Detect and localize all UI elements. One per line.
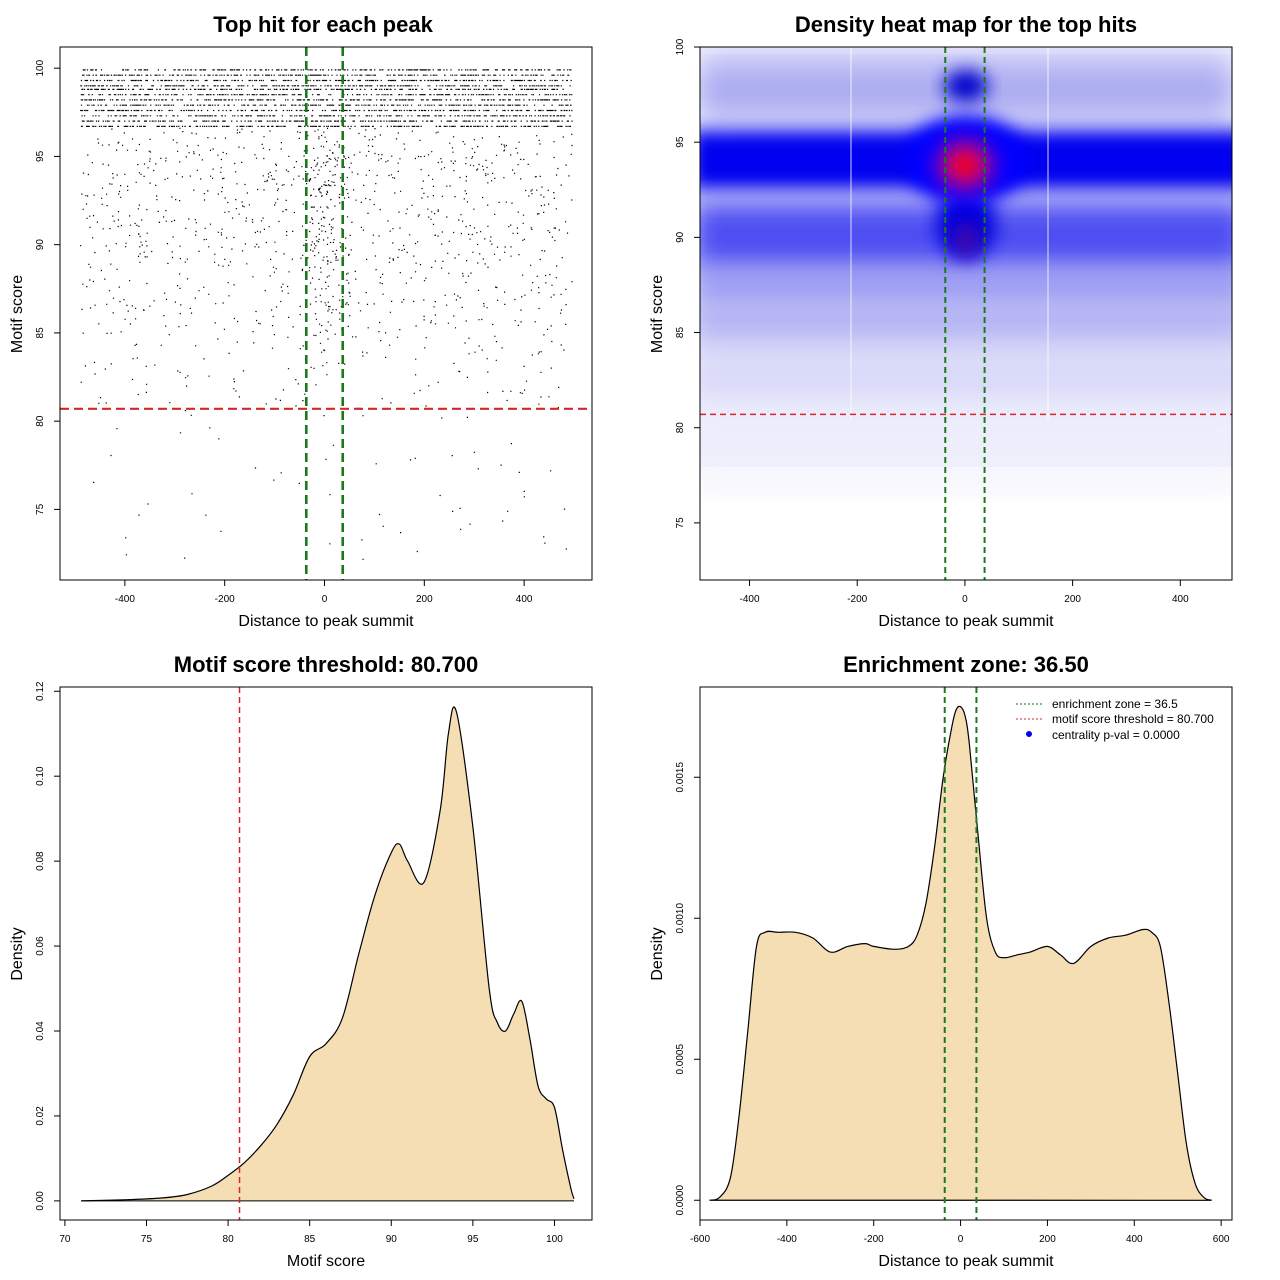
score-x-tick-label: 100: [546, 1234, 563, 1245]
heatmap-frame: [699, 46, 1233, 581]
distance-x-tick-label: 400: [1126, 1234, 1143, 1245]
distance-x-tick-label: 0: [958, 1234, 964, 1245]
score-density-plot: 70 75 80 85 90 95 100 0.00 0.02 0.04 0.06 0.08 0.10 0…: [35, 681, 593, 1245]
distance-frame: [699, 686, 1233, 1221]
panel-scatter: Top hit for each peak -400 -200 0 200 400 75 8…: [9, 12, 593, 630]
score-x-tick-label: 95: [467, 1234, 479, 1245]
legend-threshold-text: motif score threshold = 80.700: [1052, 712, 1214, 726]
heatmap-x-tick-label: 0: [962, 594, 968, 605]
heatmap-y-tick-label: 75: [675, 517, 686, 529]
scatter-y-label: Motif score: [9, 275, 26, 353]
score-density-title: Motif score threshold: 80.700: [174, 652, 478, 677]
scatter-title: Top hit for each peak: [213, 12, 433, 37]
distance-y-tick-label: 0.0000: [675, 1185, 686, 1216]
score-y-tick-label: 0.08: [35, 851, 46, 871]
scatter-y-tick-label: 75: [35, 503, 46, 515]
scatter-axes: -400 -200 0 200 400 75 80 85 90 95 100: [35, 46, 593, 605]
scatter-x-tick-label: -200: [215, 594, 235, 605]
scatter-y-tick-label: 85: [35, 327, 46, 339]
score-density-area: [81, 706, 575, 1201]
score-y-tick-label: 0.06: [35, 936, 46, 956]
distance-density-area: [709, 706, 1212, 1201]
heatmap-y-tick-label: 90: [675, 231, 686, 243]
distance-x-tick-label: -200: [864, 1234, 884, 1245]
scatter-frame: [59, 46, 593, 581]
score-density-y-label: Density: [9, 927, 26, 980]
score-y-tick-label: 0.12: [35, 681, 46, 701]
scatter-x-tick-label: 200: [416, 594, 433, 605]
scatter-point: [80, 69, 573, 560]
distance-x-tick-label: -600: [690, 1234, 710, 1245]
heatmap-x-tick-label: 400: [1172, 594, 1189, 605]
score-y-tick-label: 0.00: [35, 1191, 46, 1211]
scatter-y-tick-label: 100: [35, 59, 46, 76]
legend-zone-text: enrichment zone = 36.5: [1052, 697, 1178, 711]
scatter-points: [80, 69, 573, 560]
distance-density-y-label: Density: [649, 927, 666, 980]
heatmap-x-label: Distance to peak summit: [878, 613, 1054, 630]
scatter-y-tick-label: 80: [35, 415, 46, 427]
score-x-tick-label: 75: [141, 1234, 153, 1245]
heatmap-x-tick-label: -400: [740, 594, 760, 605]
score-x-tick-label: 85: [304, 1234, 316, 1245]
scatter-y-tick-label: 95: [35, 150, 46, 162]
scatter-x-label: Distance to peak summit: [238, 613, 414, 630]
score-y-tick-label: 0.02: [35, 1106, 46, 1126]
scatter-x-tick-label: 400: [516, 594, 533, 605]
distance-density-x-label: Distance to peak summit: [878, 1253, 1054, 1270]
distance-y-tick-label: 0.0010: [675, 903, 686, 934]
distance-x-tick-label: 600: [1213, 1234, 1230, 1245]
distance-x-tick-label: 200: [1039, 1234, 1056, 1245]
heatmap-title: Density heat map for the top hits: [795, 12, 1137, 37]
heatmap-x-tick-label: 200: [1064, 594, 1081, 605]
heatmap-y-tick-label: 100: [675, 38, 686, 55]
distance-x-tick-label: -400: [777, 1234, 797, 1245]
legend-pval-swatch: [1026, 731, 1032, 737]
scatter-y-tick-label: 90: [35, 239, 46, 251]
panel-score-density: Motif score threshold: 80.700 70 75 80 85 90…: [9, 652, 593, 1270]
score-density-curve: [81, 706, 575, 1202]
heatmap-surface: [700, 47, 1232, 580]
score-y-tick-label: 0.04: [35, 1021, 46, 1041]
heatmap-y-tick-label: 95: [675, 136, 686, 148]
panel-distance-density: Enrichment zone: 36.50 -600 -400 -200 0 200 4…: [649, 652, 1233, 1270]
distance-density-curve: [709, 705, 1212, 1201]
heatmap-hotspot: [922, 127, 1007, 204]
distance-y-tick-label: 0.0015: [675, 762, 686, 793]
score-density-x-label: Motif score: [287, 1253, 365, 1270]
score-x-tick-label: 70: [59, 1234, 71, 1245]
score-x-tick-label: 90: [386, 1234, 398, 1245]
score-frame: [59, 686, 593, 1221]
legend-pval-text: centrality p-val = 0.0000: [1052, 728, 1180, 742]
scatter-x-tick-label: 0: [322, 594, 328, 605]
score-y-tick-label: 0.10: [35, 766, 46, 786]
distance-density-plot: -600 -400 -200 0 200 400 600 0.0000 0.0005 0.0010…: [675, 686, 1233, 1245]
legend: enrichment zone = 36.5 motif score thres…: [1016, 697, 1214, 742]
scatter-x-tick-label: -400: [115, 594, 135, 605]
distance-density-title: Enrichment zone: 36.50: [843, 652, 1089, 677]
distance-y-tick-label: 0.0005: [675, 1044, 686, 1075]
heatmap-x-tick-label: -200: [847, 594, 867, 605]
heatmap-y-tick-label: 85: [675, 327, 686, 339]
heatmap-y-label: Motif score: [649, 275, 666, 353]
panel-heatmap: Density heat map for the top hits -400 -2…: [649, 12, 1233, 630]
heatmap-axes: -400 -200 0 200 400 75 80 85 90 95 100: [675, 38, 1233, 605]
heatmap-y-tick-label: 80: [675, 422, 686, 434]
score-x-tick-label: 80: [223, 1234, 235, 1245]
